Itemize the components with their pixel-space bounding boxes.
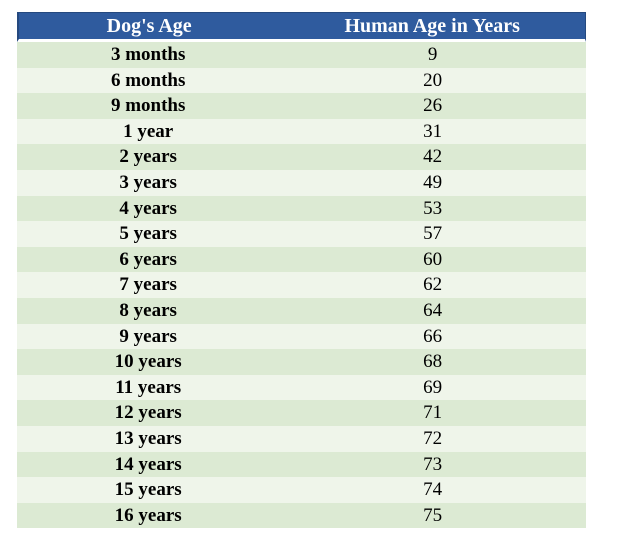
dog-age-cell: 15 years	[17, 477, 280, 503]
dog-age-cell: 9 years	[17, 323, 280, 350]
col-header-dog-age: Dog's Age	[17, 12, 280, 42]
table-row: 11 years 69	[17, 374, 586, 401]
dog-age-cell: 7 years	[17, 272, 280, 298]
dog-age-cell: 1 year	[17, 118, 280, 145]
table-row: 4 years 53	[17, 195, 586, 222]
human-age-cell: 64	[279, 297, 586, 324]
dog-age-cell: 6 months	[17, 67, 280, 94]
table-row: 2 years 42	[17, 144, 586, 170]
table-row: 7 years 62	[17, 272, 586, 298]
dog-age-cell: 2 years	[17, 144, 280, 170]
table-row: 3 months 9	[17, 42, 586, 68]
table-row: 13 years 72	[17, 425, 586, 452]
human-age-cell: 57	[279, 221, 586, 247]
human-age-cell: 68	[279, 349, 586, 375]
dog-age-cell: 14 years	[17, 451, 280, 478]
table-row: 9 months 26	[17, 93, 586, 119]
human-age-cell: 75	[279, 502, 586, 529]
human-age-cell: 72	[279, 425, 586, 452]
table-row: 8 years 64	[17, 297, 586, 324]
dog-age-cell: 11 years	[17, 374, 280, 401]
header-row: Dog's Age Human Age in Years	[17, 12, 586, 42]
human-age-cell: 73	[279, 451, 586, 478]
table-row: 1 year 31	[17, 118, 586, 145]
human-age-cell: 31	[279, 118, 586, 145]
table-row: 3 years 49	[17, 169, 586, 196]
table-row: 9 years 66	[17, 323, 586, 350]
table-row: 5 years 57	[17, 221, 586, 247]
human-age-cell: 62	[279, 272, 586, 298]
dog-age-cell: 9 months	[17, 93, 280, 119]
table-row: 10 years 68	[17, 349, 586, 375]
table-row: 14 years 73	[17, 451, 586, 478]
table-row: 16 years 75	[17, 502, 586, 529]
table-row: 6 months 20	[17, 67, 586, 94]
human-age-cell: 71	[279, 400, 586, 426]
table-row: 12 years 71	[17, 400, 586, 426]
dog-age-cell: 10 years	[17, 349, 280, 375]
table-row: 6 years 60	[17, 246, 586, 273]
human-age-cell: 60	[279, 246, 586, 273]
table-header: Dog's Age Human Age in Years	[17, 12, 586, 42]
dog-age-cell: 6 years	[17, 246, 280, 273]
dog-age-cell: 3 months	[17, 42, 280, 68]
dog-age-conversion-table: Dog's Age Human Age in Years 3 months 9 6 …	[17, 12, 586, 529]
dog-age-cell: 3 years	[17, 169, 280, 196]
dog-age-cell: 13 years	[17, 425, 280, 452]
table-row: 15 years 74	[17, 477, 586, 503]
dog-age-cell: 4 years	[17, 195, 280, 222]
human-age-cell: 49	[279, 169, 586, 196]
col-header-human-age: Human Age in Years	[279, 12, 586, 42]
human-age-cell: 53	[279, 195, 586, 222]
human-age-cell: 26	[279, 93, 586, 119]
human-age-cell: 9	[279, 42, 586, 68]
dog-age-cell: 8 years	[17, 297, 280, 324]
dog-age-cell: 16 years	[17, 502, 280, 529]
human-age-cell: 69	[279, 374, 586, 401]
human-age-cell: 42	[279, 144, 586, 170]
table-body: 3 months 9 6 months 20 9 months 26 1 year 31 2 y…	[17, 42, 586, 529]
dog-age-cell: 12 years	[17, 400, 280, 426]
human-age-cell: 66	[279, 323, 586, 350]
human-age-cell: 20	[279, 67, 586, 94]
dog-age-cell: 5 years	[17, 221, 280, 247]
human-age-cell: 74	[279, 477, 586, 503]
